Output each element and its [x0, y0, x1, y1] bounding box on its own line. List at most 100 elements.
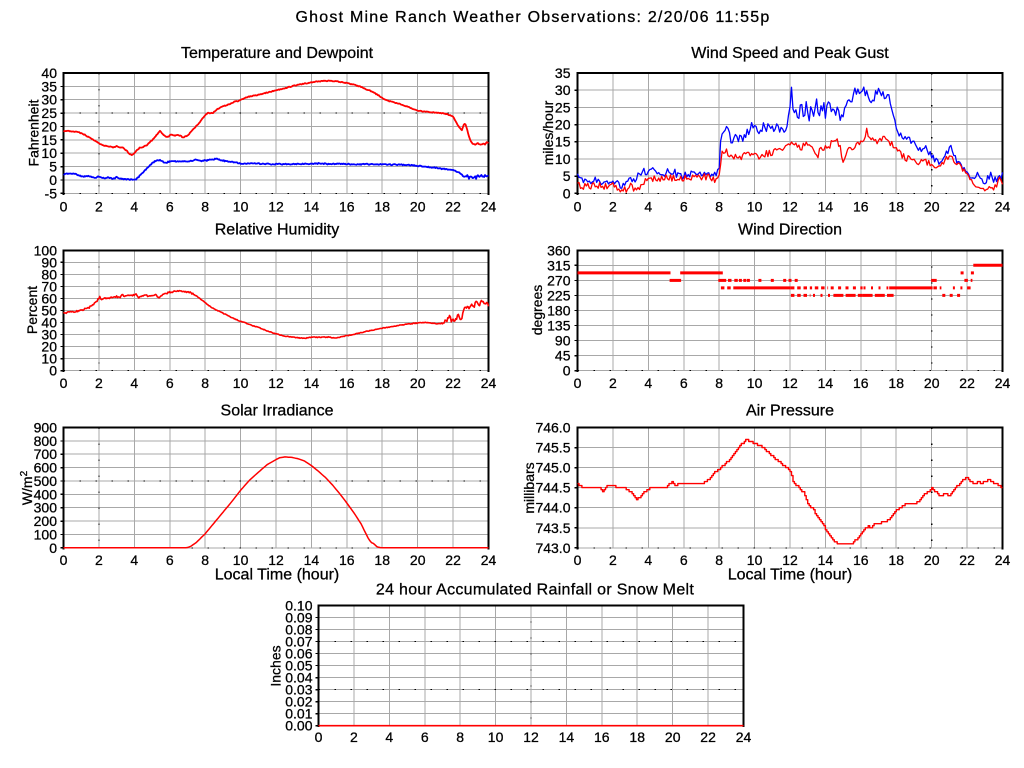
svg-text:Inches: Inches [268, 645, 284, 686]
svg-text:20: 20 [410, 199, 426, 215]
svg-text:12: 12 [782, 199, 798, 215]
svg-text:12: 12 [782, 552, 798, 568]
svg-text:24: 24 [481, 375, 497, 391]
svg-text:40: 40 [41, 315, 57, 331]
svg-text:16: 16 [594, 729, 610, 745]
svg-text:25: 25 [41, 105, 57, 121]
svg-text:40: 40 [41, 65, 57, 81]
svg-text:18: 18 [374, 199, 390, 215]
svg-text:8: 8 [201, 552, 209, 568]
svg-text:90: 90 [555, 333, 571, 349]
svg-text:8: 8 [456, 729, 464, 745]
svg-text:8: 8 [715, 552, 723, 568]
svg-text:Ghost Mine Ranch Weather Obser: Ghost Mine Ranch Weather Observations: 2… [296, 9, 771, 26]
svg-text:15: 15 [555, 134, 571, 150]
svg-text:745.0: 745.0 [535, 460, 570, 476]
svg-text:45: 45 [555, 348, 571, 364]
svg-text:0.03: 0.03 [285, 682, 312, 698]
svg-text:6: 6 [166, 375, 174, 391]
svg-text:35: 35 [41, 78, 57, 94]
svg-text:22: 22 [445, 375, 461, 391]
svg-text:Percent: Percent [24, 286, 40, 334]
svg-text:18: 18 [888, 375, 904, 391]
svg-text:746.0: 746.0 [535, 420, 570, 436]
svg-text:2: 2 [350, 729, 358, 745]
svg-text:6: 6 [680, 199, 688, 215]
svg-text:100: 100 [34, 526, 58, 542]
svg-text:0: 0 [49, 540, 57, 556]
svg-text:0: 0 [563, 363, 571, 379]
svg-text:0.04: 0.04 [285, 670, 312, 686]
svg-text:14: 14 [304, 552, 320, 568]
svg-text:20: 20 [410, 552, 426, 568]
svg-text:16: 16 [339, 199, 355, 215]
svg-text:0: 0 [60, 552, 68, 568]
svg-text:14: 14 [304, 199, 320, 215]
svg-text:14: 14 [818, 552, 834, 568]
svg-text:15: 15 [41, 132, 57, 148]
svg-text:0.02: 0.02 [285, 694, 312, 710]
svg-text:Fahrenheit: Fahrenheit [25, 99, 41, 166]
svg-text:24: 24 [995, 199, 1011, 215]
svg-text:2: 2 [609, 199, 617, 215]
svg-text:20: 20 [665, 729, 681, 745]
svg-text:4: 4 [385, 729, 393, 745]
svg-text:225: 225 [547, 287, 571, 303]
svg-text:16: 16 [339, 375, 355, 391]
svg-text:22: 22 [445, 552, 461, 568]
svg-text:millibars: millibars [521, 462, 537, 513]
svg-text:4: 4 [130, 552, 138, 568]
svg-text:0: 0 [49, 363, 57, 379]
svg-text:8: 8 [715, 199, 723, 215]
svg-text:16: 16 [339, 552, 355, 568]
svg-text:0.07: 0.07 [285, 634, 312, 650]
svg-text:0: 0 [574, 199, 582, 215]
svg-text:6: 6 [680, 375, 688, 391]
svg-text:500: 500 [34, 473, 58, 489]
svg-text:W/m2: W/m2 [19, 470, 35, 505]
svg-text:18: 18 [374, 552, 390, 568]
svg-text:Relative Humidity: Relative Humidity [215, 222, 339, 239]
svg-text:0: 0 [60, 375, 68, 391]
svg-text:10: 10 [555, 151, 571, 167]
svg-text:24: 24 [481, 199, 497, 215]
svg-text:0.06: 0.06 [285, 646, 312, 662]
svg-text:2: 2 [95, 552, 103, 568]
svg-text:180: 180 [547, 303, 571, 319]
svg-text:20: 20 [924, 199, 940, 215]
svg-text:Wind Speed and Peak Gust: Wind Speed and Peak Gust [691, 45, 889, 62]
svg-text:4: 4 [644, 375, 652, 391]
svg-text:743.0: 743.0 [535, 540, 570, 556]
svg-text:6: 6 [166, 199, 174, 215]
svg-text:Local Time (hour): Local Time (hour) [728, 567, 853, 584]
svg-text:30: 30 [41, 92, 57, 108]
svg-text:0: 0 [563, 185, 571, 201]
svg-text:Air Pressure: Air Pressure [746, 403, 834, 420]
svg-text:10: 10 [233, 199, 249, 215]
svg-text:6: 6 [166, 552, 174, 568]
svg-text:100: 100 [34, 242, 58, 258]
svg-text:22: 22 [445, 199, 461, 215]
svg-text:12: 12 [523, 729, 539, 745]
svg-text:10: 10 [747, 199, 763, 215]
svg-text:20: 20 [555, 117, 571, 133]
svg-text:0.05: 0.05 [285, 658, 312, 674]
svg-text:700: 700 [34, 446, 58, 462]
svg-text:2: 2 [95, 199, 103, 215]
svg-text:-5: -5 [45, 185, 58, 201]
svg-text:4: 4 [130, 199, 138, 215]
svg-text:10: 10 [41, 351, 57, 367]
svg-text:0: 0 [574, 552, 582, 568]
svg-text:200: 200 [34, 513, 58, 529]
svg-text:Wind Direction: Wind Direction [738, 222, 842, 239]
svg-text:20: 20 [924, 375, 940, 391]
svg-text:miles/hour: miles/hour [540, 100, 556, 165]
svg-text:0: 0 [315, 729, 323, 745]
svg-text:5: 5 [49, 159, 57, 175]
svg-text:24: 24 [995, 552, 1011, 568]
svg-text:24: 24 [481, 552, 497, 568]
svg-text:8: 8 [201, 375, 209, 391]
svg-text:Solar Irradiance: Solar Irradiance [221, 403, 334, 420]
svg-text:22: 22 [959, 199, 975, 215]
svg-text:6: 6 [421, 729, 429, 745]
